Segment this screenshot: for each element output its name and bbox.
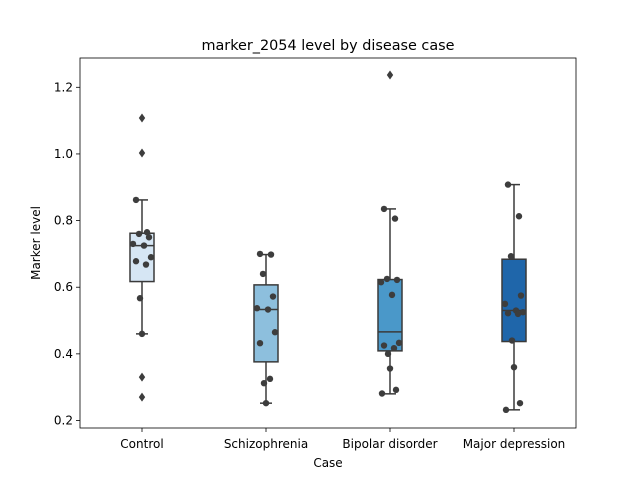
- outlier-point: [139, 113, 145, 122]
- x-tick-label: Bipolar disorder: [342, 437, 437, 451]
- data-point: [137, 295, 143, 301]
- data-point: [130, 241, 136, 247]
- data-point: [148, 254, 154, 260]
- data-point: [261, 380, 267, 386]
- x-tick-label: Major depression: [463, 437, 566, 451]
- y-tick-label: 0.8: [54, 214, 73, 228]
- data-point: [517, 400, 523, 406]
- data-point: [263, 400, 269, 406]
- data-point: [516, 213, 522, 219]
- data-point: [392, 215, 398, 221]
- outlier-point: [139, 393, 145, 402]
- y-tick-label: 1.0: [54, 147, 73, 161]
- data-point: [381, 342, 387, 348]
- box-group: [502, 181, 526, 413]
- data-point: [133, 197, 139, 203]
- data-point: [268, 251, 274, 257]
- box-group: [254, 251, 278, 407]
- data-point: [389, 292, 395, 298]
- data-point: [503, 407, 509, 413]
- data-point: [396, 340, 402, 346]
- data-point: [265, 306, 271, 312]
- y-tick-label: 1.2: [54, 80, 73, 94]
- data-point: [515, 311, 521, 317]
- y-tick-label: 0.4: [54, 347, 73, 361]
- box-group: [130, 113, 154, 401]
- data-point: [141, 242, 147, 248]
- data-point: [139, 331, 145, 337]
- outlier-point: [387, 70, 393, 79]
- y-tick-label: 0.2: [54, 414, 73, 428]
- data-point: [378, 279, 384, 285]
- data-point: [508, 253, 514, 259]
- data-point: [270, 293, 276, 299]
- outlier-point: [139, 148, 145, 157]
- x-tick-label: Schizophrenia: [224, 437, 308, 451]
- iqr-box: [502, 259, 526, 341]
- x-tick-label: Control: [120, 437, 163, 451]
- data-point: [509, 337, 515, 343]
- data-point: [391, 345, 397, 351]
- x-axis: Control Schizophrenia Bipolar disorder Majo…: [120, 428, 565, 451]
- data-point: [136, 231, 142, 237]
- data-point: [133, 258, 139, 264]
- data-point: [272, 329, 278, 335]
- data-point: [257, 340, 263, 346]
- data-point: [257, 251, 263, 257]
- data-point: [379, 390, 385, 396]
- y-tick-label: 0.6: [54, 280, 73, 294]
- data-point: [385, 351, 391, 357]
- box-group: [378, 70, 402, 396]
- x-axis-label: Case: [313, 456, 342, 470]
- data-point: [146, 234, 152, 240]
- data-point: [505, 310, 511, 316]
- outlier-point: [139, 373, 145, 382]
- data-point: [260, 271, 266, 277]
- data-point: [505, 181, 511, 187]
- data-point: [381, 206, 387, 212]
- data-point: [393, 387, 399, 393]
- chart-title: marker_2054 level by disease case: [201, 38, 454, 54]
- plot-area: [130, 70, 526, 413]
- data-point: [267, 376, 273, 382]
- data-point: [518, 292, 524, 298]
- data-point: [143, 261, 149, 267]
- y-axis-label: Marker level: [29, 206, 43, 280]
- data-point: [502, 301, 508, 307]
- data-point: [511, 364, 517, 370]
- data-point: [387, 365, 393, 371]
- data-point: [254, 305, 260, 311]
- data-point: [384, 276, 390, 282]
- y-axis: 0.2 0.4 0.6 0.8 1.0 1.2: [54, 80, 80, 427]
- data-point: [394, 277, 400, 283]
- box-plot-chart: marker_2054 level by disease case 0.2 0.4…: [0, 0, 640, 480]
